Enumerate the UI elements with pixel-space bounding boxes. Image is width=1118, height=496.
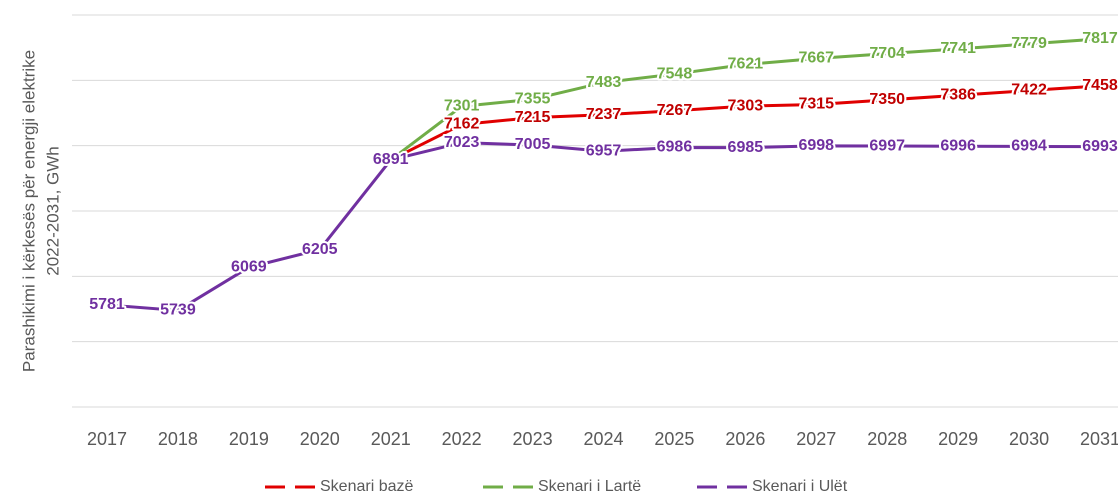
data-label: 7548: [657, 65, 693, 82]
data-label: 6069: [231, 259, 267, 276]
data-label: 7237: [586, 106, 622, 123]
data-label: 6997: [869, 137, 905, 154]
data-label: 7386: [940, 86, 976, 103]
data-label: 6998: [798, 137, 834, 154]
data-label: 6994: [1011, 138, 1047, 155]
data-label: 6205: [302, 241, 338, 258]
x-tick-label: 2018: [158, 429, 198, 449]
data-label: 7005: [515, 136, 551, 153]
x-tick-label: 2030: [1009, 429, 1049, 449]
data-label: 7301: [444, 98, 480, 115]
data-label: 7483: [586, 74, 622, 91]
data-label: 5739: [160, 302, 196, 319]
data-label: 7350: [869, 91, 905, 108]
data-label: 7741: [940, 40, 976, 57]
data-label: 6986: [657, 139, 693, 156]
data-label: 7667: [798, 50, 834, 67]
series-line: [106, 141, 1101, 312]
data-label: 7779: [1011, 35, 1047, 52]
data-label: 6985: [728, 139, 764, 156]
data-label: 7023: [444, 134, 480, 151]
legend-label: Skenari bazë: [320, 478, 413, 495]
x-tick-label: 2022: [442, 429, 482, 449]
data-label: 7267: [657, 102, 693, 119]
x-tick-label: 2028: [867, 429, 907, 449]
data-label: 7817: [1082, 30, 1118, 47]
data-label: 7621: [728, 56, 764, 73]
data-label: 7458: [1082, 77, 1118, 94]
data-label: 6957: [586, 143, 622, 160]
x-tick-label: 2024: [583, 429, 623, 449]
data-label: 7162: [444, 116, 480, 133]
legend-label: Skenari i Lartë: [538, 478, 641, 495]
x-tick-label: 2027: [796, 429, 836, 449]
series-line: [390, 84, 1101, 162]
x-tick-label: 2026: [725, 429, 765, 449]
data-label: 6996: [940, 137, 976, 154]
x-tick-label: 2025: [654, 429, 694, 449]
x-tick-label: 2029: [938, 429, 978, 449]
data-label: 7355: [515, 90, 551, 107]
x-tick-label: 2021: [371, 429, 411, 449]
x-tick-label: 2023: [513, 429, 553, 449]
data-label: 6891: [373, 151, 409, 168]
data-label: 7704: [869, 45, 905, 62]
data-label: 7422: [1011, 82, 1047, 99]
data-label: 7215: [515, 109, 551, 126]
y-axis-label: 2022-2031, GWh: [43, 146, 62, 275]
data-label: 5781: [89, 296, 125, 313]
x-tick-label: 2031: [1080, 429, 1118, 449]
legend-label: Skenari i Ulët: [752, 478, 848, 495]
series-line: [389, 37, 1101, 162]
data-label: 7303: [728, 97, 764, 114]
x-tick-label: 2019: [229, 429, 269, 449]
x-tick-label: 2020: [300, 429, 340, 449]
data-label: 7315: [798, 96, 834, 113]
x-tick-label: 2017: [87, 429, 127, 449]
y-axis-label: Parashikimi i kërkesës për energji elekt…: [19, 50, 38, 372]
data-label: 6993: [1082, 138, 1118, 155]
